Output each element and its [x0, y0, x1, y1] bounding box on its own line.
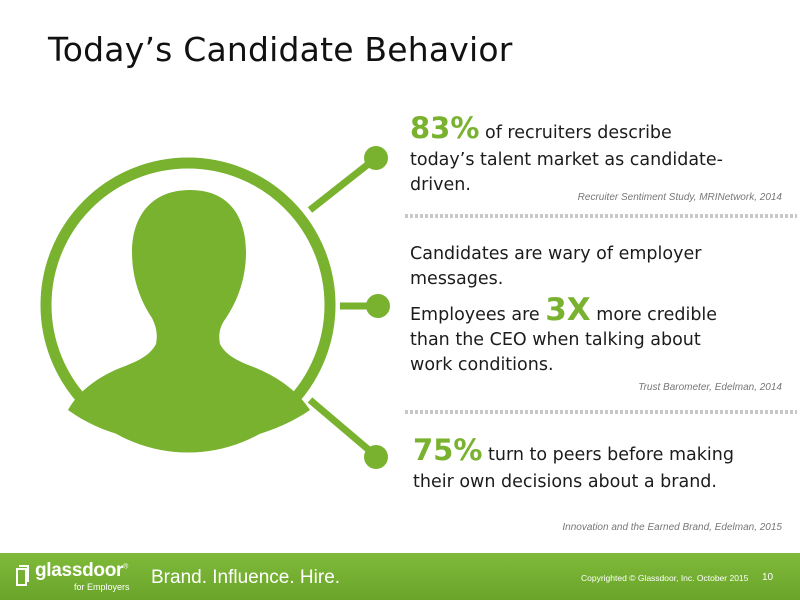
connector-line-top — [307, 155, 379, 213]
logo-wordmark: glassdoor® — [35, 560, 128, 582]
person-silhouette-icon — [68, 190, 310, 444]
stat-line: work conditions. — [410, 355, 554, 375]
source-citation: Innovation and the Earned Brand, Edelman… — [562, 522, 782, 533]
stat-block-credibility: Candidates are wary of employer messages… — [410, 242, 790, 378]
stat-block-peers: 75% turn to peers before making their ow… — [413, 436, 793, 495]
stat-line: today’s talent market as candidate- — [410, 150, 723, 170]
stat-line: messages. — [410, 269, 504, 289]
stat-line: 83% of recruiters describe — [410, 114, 790, 146]
connector-node-icon — [366, 294, 390, 318]
dotted-divider — [405, 410, 797, 414]
connector-node-icon — [364, 146, 388, 170]
footer-copyright: Copyrighted © Glassdoor, Inc. October 20… — [581, 573, 749, 583]
stat-text: turn to peers before making — [482, 445, 734, 465]
stat-text: of recruiters describe — [479, 123, 672, 143]
profile-ring — [40, 157, 336, 453]
source-citation: Trust Barometer, Edelman, 2014 — [638, 382, 782, 393]
connector-line-bottom — [307, 397, 379, 459]
stat-block-recruiters: 83% of recruiters describe today’s talen… — [410, 114, 790, 198]
stat-line: Candidates are wary of employer — [410, 244, 702, 264]
glassdoor-logo-icon — [16, 565, 29, 586]
dotted-divider — [405, 214, 797, 218]
connector-node-icon — [364, 445, 388, 469]
stat-line: than the CEO when talking about — [410, 330, 701, 350]
stat-highlight: 3X — [545, 292, 591, 328]
logo-subtitle: for Employers — [74, 582, 130, 592]
footer-bar: glassdoor® for Employers Brand. Influenc… — [0, 553, 800, 600]
footer-tagline: Brand. Influence. Hire. — [151, 567, 341, 588]
stat-text: Employees are — [410, 305, 546, 325]
page-number: 10 — [762, 572, 774, 583]
slide-title: Today’s Candidate Behavior — [48, 30, 513, 69]
stat-line: Employees are 3X more credible — [410, 295, 790, 328]
stat-highlight: 75% — [413, 433, 483, 467]
stat-line: driven. — [410, 175, 471, 195]
logo-registered-mark: ® — [123, 563, 128, 571]
stat-text: more credible — [590, 305, 718, 325]
source-citation: Recruiter Sentiment Study, MRINetwork, 2… — [577, 192, 782, 203]
stat-highlight: 83% — [410, 111, 480, 145]
logo-word: glassdoor — [35, 560, 124, 581]
stat-line: 75% turn to peers before making — [413, 436, 793, 468]
stat-line: their own decisions about a brand. — [413, 472, 717, 492]
